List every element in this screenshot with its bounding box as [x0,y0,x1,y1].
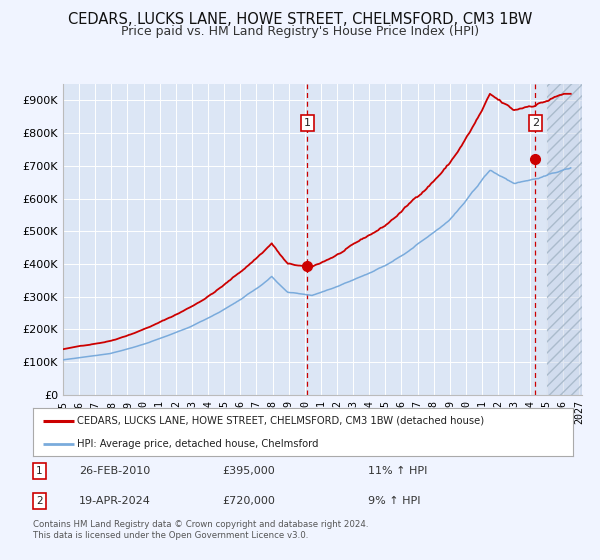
Text: CEDARS, LUCKS LANE, HOWE STREET, CHELMSFORD, CM3 1BW: CEDARS, LUCKS LANE, HOWE STREET, CHELMSF… [68,12,532,27]
Text: 9% ↑ HPI: 9% ↑ HPI [368,496,420,506]
Text: Contains HM Land Registry data © Crown copyright and database right 2024.: Contains HM Land Registry data © Crown c… [33,520,368,529]
Bar [547,84,582,395]
Text: Price paid vs. HM Land Registry's House Price Index (HPI): Price paid vs. HM Land Registry's House … [121,25,479,38]
Text: £720,000: £720,000 [222,496,275,506]
Text: This data is licensed under the Open Government Licence v3.0.: This data is licensed under the Open Gov… [33,531,308,540]
Text: 1: 1 [36,466,43,476]
Text: 26-FEB-2010: 26-FEB-2010 [79,466,150,476]
Text: 2: 2 [532,118,539,128]
Text: 19-APR-2024: 19-APR-2024 [79,496,151,506]
Text: 1: 1 [304,118,311,128]
Text: HPI: Average price, detached house, Chelmsford: HPI: Average price, detached house, Chel… [77,439,319,449]
Text: 11% ↑ HPI: 11% ↑ HPI [368,466,427,476]
Text: 2: 2 [36,496,43,506]
Text: £395,000: £395,000 [222,466,275,476]
Bar [547,84,582,395]
Text: CEDARS, LUCKS LANE, HOWE STREET, CHELMSFORD, CM3 1BW (detached house): CEDARS, LUCKS LANE, HOWE STREET, CHELMSF… [77,416,484,426]
